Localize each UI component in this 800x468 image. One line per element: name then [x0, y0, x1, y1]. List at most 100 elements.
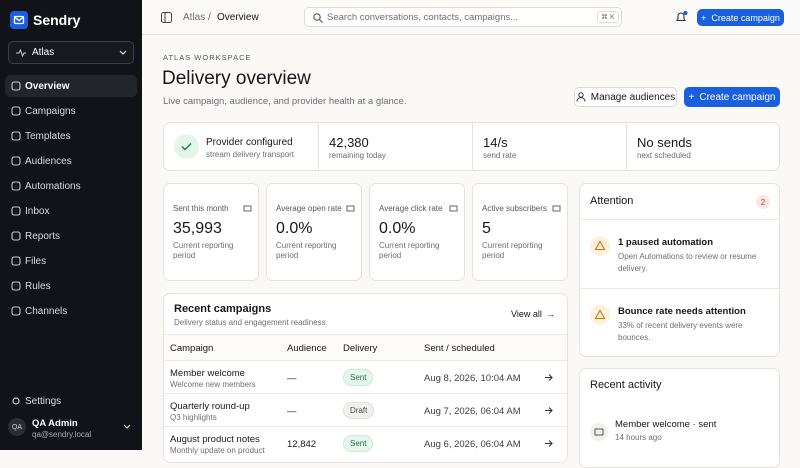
campaign-desc: Monthly update on product: [170, 446, 265, 455]
nav-item[interactable]: Campaigns: [5, 100, 137, 122]
metric-label: Active subscribers: [482, 204, 547, 213]
nav-settings[interactable]: Settings: [5, 390, 137, 412]
nav-item[interactable]: Inbox: [5, 200, 137, 222]
nav-item[interactable]: Audiences: [5, 150, 137, 172]
status-pill: Sent: [343, 369, 374, 386]
user-avatar: QA: [8, 418, 26, 436]
nav-item[interactable]: Files: [5, 250, 137, 272]
campaign-name: Quarterly round-up: [170, 401, 250, 412]
metric-card: Sent this month 35,993 Current reporting p…: [163, 183, 259, 281]
metric-note: Current reporting period: [173, 241, 234, 260]
check-icon: [181, 143, 192, 151]
column-header: Sent / scheduled: [424, 343, 495, 354]
warning-icon: [594, 309, 606, 320]
notifications[interactable]: [675, 11, 688, 24]
table-header: [164, 334, 567, 360]
ok-badge: [174, 134, 199, 159]
mail-icon: [594, 428, 604, 436]
status-pill: Draft: [343, 402, 375, 419]
sidebar-toggle[interactable]: [161, 12, 172, 23]
campaign-date: Aug 6, 2026, 06:04 AM: [424, 439, 521, 450]
user-chevron[interactable]: [123, 424, 131, 430]
campaign-row[interactable]: Member welcome Welcome new members — Sent Au…: [164, 360, 567, 393]
sidebar: Sendry Atlas Settings QA QA Admin qa@sen…: [0, 0, 142, 450]
gear-icon: [12, 397, 20, 405]
nav-item[interactable]: Templates: [5, 125, 137, 147]
attention-title: 1 paused automation: [618, 237, 714, 248]
nav-icon: [11, 231, 21, 241]
nav-label: Audiences: [25, 155, 72, 167]
metric-value: 0.0%: [276, 220, 313, 237]
nav-label: Templates: [25, 130, 71, 142]
nav-label: Reports: [25, 230, 61, 242]
row-arrow: [545, 374, 553, 381]
campaign-audience: 12,842: [287, 439, 317, 450]
nav-item[interactable]: Reports: [5, 225, 137, 247]
manage-audiences-button[interactable]: Manage audiences: [574, 87, 677, 107]
status-cell: 42,380 remaining today: [318, 123, 472, 170]
activity-icon: [590, 423, 608, 441]
eyebrow: ATLAS WORKSPACE: [163, 53, 252, 62]
button-label: Create campaign: [699, 91, 776, 103]
nav-label: Channels: [25, 305, 68, 317]
status-value: No sends: [637, 135, 692, 150]
nav-label: Campaigns: [25, 105, 76, 117]
metric-icon: [346, 205, 355, 212]
attention-text: 33% of recent delivery events were bounc…: [618, 321, 743, 342]
nav-icon: [11, 281, 21, 291]
campaign-row[interactable]: Quarterly round-up Q3 highlights — Draft Aug…: [164, 393, 567, 426]
campaign-desc: Q3 highlights: [170, 413, 217, 422]
nav-label: Overview: [25, 80, 70, 92]
nav-item[interactable]: Overview: [5, 75, 137, 97]
nav-icon: [11, 156, 21, 166]
topbar-create-button[interactable]: + Create campaign: [697, 9, 784, 26]
metric-value: 5: [482, 220, 491, 237]
workspace-select[interactable]: Atlas: [8, 41, 134, 64]
metric-label: Sent this month: [173, 204, 229, 213]
nav-label: Files: [25, 255, 47, 267]
attention-item[interactable]: 1 paused automation Open Automations to r…: [580, 219, 779, 288]
status-label: remaining today: [329, 151, 386, 160]
metric-icon: [243, 205, 252, 212]
count-badge: 2: [756, 195, 770, 209]
nav-item[interactable]: Channels: [5, 300, 137, 322]
chevron: [119, 50, 127, 55]
metric-note: Current reporting period: [276, 241, 337, 260]
attention-panel: Attention 2 1 paused automation Open Auto…: [579, 183, 780, 357]
column-header: Delivery: [343, 343, 378, 354]
plus: +: [688, 91, 695, 103]
create-campaign-button[interactable]: + Create campaign: [684, 87, 780, 107]
activity-title: Member welcome · sent: [615, 419, 717, 430]
status-label: stream delivery transport: [206, 150, 295, 159]
attention-item[interactable]: Bounce rate needs attention 33% of recent…: [580, 288, 779, 357]
attention-title: Bounce rate needs attention: [618, 306, 746, 317]
breadcrumb-item[interactable]: Atlas: [183, 12, 206, 23]
status-value: 42,380: [329, 135, 369, 150]
breadcrumb-separator: /: [208, 12, 211, 23]
nav-item[interactable]: Automations: [5, 175, 137, 197]
campaign-row[interactable]: August product notes Monthly update on pr…: [164, 426, 567, 459]
status-pill: Sent: [343, 435, 374, 452]
row-arrow: [545, 407, 553, 414]
status-label: send rate: [483, 151, 517, 160]
search-box[interactable]: Search conversations, contacts, campaign…: [304, 7, 622, 27]
metric-card: Average click rate 0.0% Current reporting …: [369, 183, 465, 281]
section-subtitle: Delivery status and engagement readiness: [174, 318, 326, 327]
nav-label: Inbox: [25, 205, 50, 217]
campaign-name: August product notes: [170, 434, 260, 445]
metric-label: Average click rate: [379, 204, 443, 213]
link-label: View all: [511, 309, 542, 319]
nav-icon: [11, 206, 21, 216]
nav-icon: [11, 131, 21, 141]
nav-icon: [11, 306, 21, 316]
user-name: QA Admin: [32, 418, 78, 429]
brand-name: Sendry: [33, 12, 81, 28]
status-value: 14/s: [483, 135, 508, 150]
nav-item[interactable]: Rules: [5, 275, 137, 297]
nav-icon: [11, 106, 21, 116]
nav-label: Rules: [25, 280, 51, 292]
view-all-link[interactable]: View all →: [511, 309, 555, 319]
plus: +: [701, 12, 707, 23]
search-placeholder: Search conversations, contacts, campaign…: [327, 12, 519, 23]
